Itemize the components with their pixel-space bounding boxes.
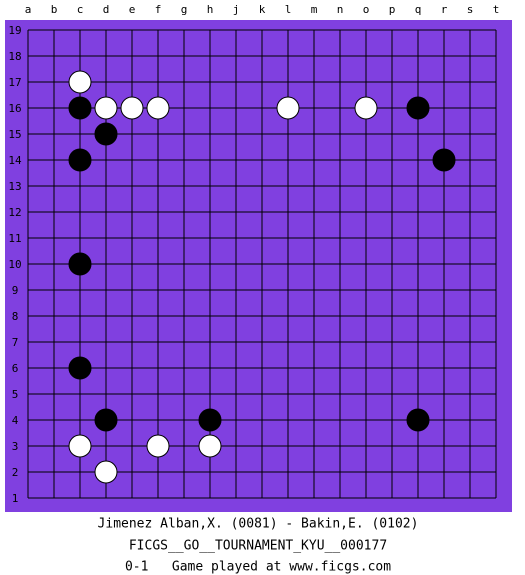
column-label: k [259,3,266,16]
column-label: l [285,3,292,16]
row-label: 15 [8,128,21,141]
white-stone [120,96,144,120]
row-label: 11 [8,232,21,245]
row-label: 16 [8,102,21,115]
row-label: 18 [8,50,21,63]
column-label: q [415,3,422,16]
row-label: 10 [8,258,21,271]
row-label: 4 [12,414,19,427]
column-label: n [337,3,344,16]
column-label: g [181,3,188,16]
black-stone [432,148,456,172]
white-stone [354,96,378,120]
row-label: 7 [12,336,19,349]
black-stone [68,148,92,172]
column-label: f [155,3,162,16]
column-label: r [441,3,448,16]
column-label: b [51,3,58,16]
column-label: h [207,3,214,16]
row-label: 3 [12,440,19,453]
black-stone [198,408,222,432]
row-label: 19 [8,24,21,37]
row-label: 8 [12,310,19,323]
row-label: 6 [12,362,19,375]
column-label: m [311,3,318,16]
column-label: o [363,3,370,16]
event: FICGS__GO__TOURNAMENT_KYU__000177 [129,539,387,554]
row-label: 17 [8,76,21,89]
column-label: j [233,3,240,16]
black-stone [406,96,430,120]
column-label: p [389,3,396,16]
column-label: d [103,3,110,16]
white-stone [94,96,118,120]
row-label: 5 [12,388,19,401]
black-stone [68,96,92,120]
black-stone [406,408,430,432]
players: Jimenez Alban,X. (0081) - Bakin,E. (0102… [98,517,419,532]
column-label: e [129,3,136,16]
black-stone [68,252,92,276]
white-stone [198,434,222,458]
white-stone [276,96,300,120]
column-label: c [77,3,84,16]
row-label: 1 [12,492,19,505]
black-stone [94,408,118,432]
row-label: 2 [12,466,19,479]
row-label: 14 [8,154,22,167]
result-line: 0-1 Game played at www.ficgs.com [125,560,391,575]
black-stone [94,122,118,146]
column-label: s [467,3,474,16]
column-label: t [493,3,500,16]
column-label: a [25,3,32,16]
row-label: 9 [12,284,19,297]
row-label: 13 [8,180,21,193]
white-stone [146,434,170,458]
white-stone [94,460,118,484]
white-stone [68,434,92,458]
white-stone [146,96,170,120]
white-stone [68,70,92,94]
row-label: 12 [8,206,21,219]
black-stone [68,356,92,380]
